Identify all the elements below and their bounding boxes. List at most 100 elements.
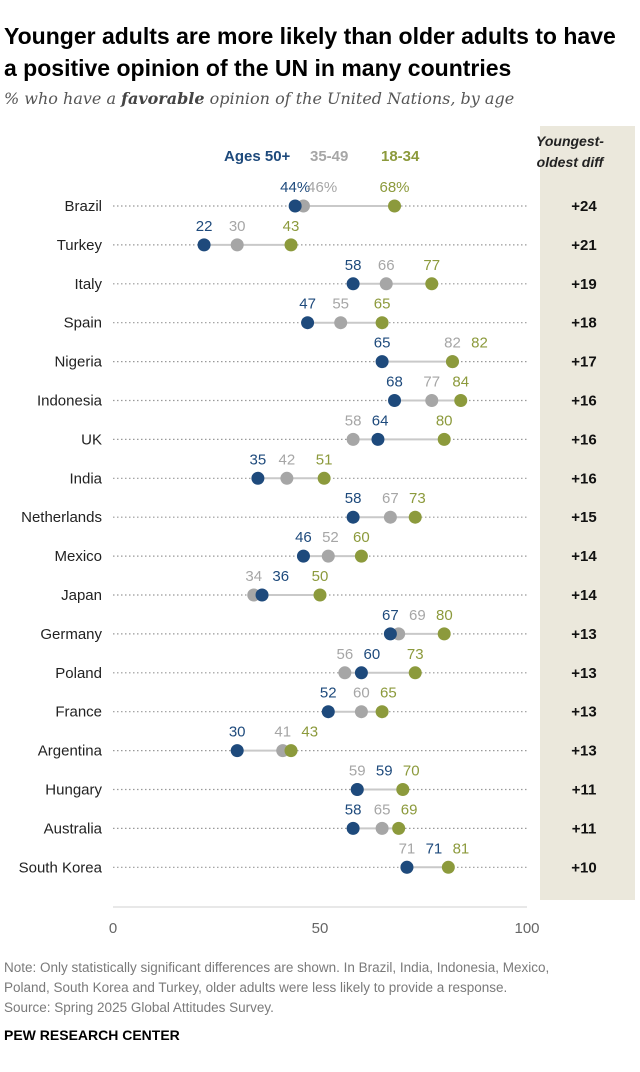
- dot-old: [251, 471, 265, 485]
- dot-old: [375, 355, 389, 369]
- country-label: South Korea: [19, 859, 103, 876]
- diff-value: +24: [571, 198, 597, 215]
- dot-old: [350, 783, 364, 796]
- diff-value: +16: [571, 470, 596, 487]
- country-label: Netherlands: [21, 509, 102, 526]
- value-label-mid: 34: [245, 568, 262, 585]
- country-label: Brazil: [64, 198, 102, 215]
- dot-mid: [354, 705, 368, 719]
- note-line: Note: Only statistically significant dif…: [4, 960, 550, 975]
- dot-old: [354, 666, 368, 680]
- chart-subtitle: % who have a favorable opinion of the Un…: [4, 89, 514, 108]
- value-label-young: 68%: [380, 179, 410, 196]
- value-label-old: 71: [426, 840, 443, 857]
- dot-old: [383, 627, 397, 641]
- legend: Ages 50+ 35-49 18-34: [224, 148, 420, 165]
- value-label-mid: 55: [332, 296, 349, 313]
- value-label-mid: 71: [399, 840, 416, 857]
- value-label-young: 65: [374, 296, 391, 313]
- country-label: Australia: [44, 820, 103, 837]
- value-label-mid: 30: [229, 218, 246, 235]
- dot-old: [400, 860, 414, 874]
- country-row: Germany 67 69 80 +13: [40, 607, 596, 643]
- dot-young: [317, 471, 331, 485]
- country-row: Nigeria 65 82 82 +17: [54, 335, 596, 371]
- value-label-mid: 77: [423, 374, 440, 391]
- value-label-young: 51: [316, 451, 333, 468]
- chart-title: Younger adults are more likely than olde…: [4, 23, 616, 81]
- dot-young: [408, 510, 422, 524]
- subtitle-emphasis: favorable: [121, 89, 205, 108]
- dot-mid: [379, 277, 393, 291]
- diff-header-line-2: oldest diff: [537, 154, 605, 170]
- diff-value: +17: [571, 354, 596, 371]
- dot-young: [375, 705, 389, 719]
- value-label-old: 44%: [280, 179, 310, 196]
- value-label-young: 43: [283, 218, 300, 235]
- country-label: Nigeria: [54, 354, 102, 371]
- dot-old: [197, 238, 211, 252]
- dot-young: [313, 588, 327, 602]
- value-label-young: 69: [401, 801, 418, 818]
- value-label-old: 58: [345, 490, 362, 507]
- country-row: Italy 58 66 77 +19: [74, 257, 596, 293]
- dot-old: [296, 549, 310, 563]
- value-label-mid: 58: [345, 412, 362, 429]
- value-label-young: 80: [436, 607, 453, 624]
- dot-plot-chart: Youngest- oldest diff Ages 50+ 35-49 18-34…: [19, 126, 635, 937]
- note-block: Note: Only statistically significant dif…: [4, 958, 634, 1018]
- country-label: India: [69, 470, 102, 487]
- dot-old: [346, 510, 360, 524]
- diff-value: +16: [571, 393, 596, 410]
- value-label-mid: 41: [274, 724, 291, 741]
- value-label-young: 70: [403, 763, 420, 780]
- chart-rows: Brazil 44%46% 68% +24 Turkey 22 30 43 +21 Italy 58…: [19, 179, 598, 876]
- country-row: Indonesia 68 77 84 +16: [37, 374, 597, 410]
- diff-value: +14: [571, 548, 597, 565]
- value-label-young: 43: [301, 724, 318, 741]
- dot-young: [408, 666, 422, 680]
- value-label-old: 59: [376, 763, 393, 780]
- dot-old: [321, 705, 335, 719]
- country-label: Spain: [64, 315, 102, 332]
- legend-label-old: Ages 50+: [224, 148, 291, 165]
- value-label-young: 50: [312, 568, 329, 585]
- dot-old: [255, 588, 269, 602]
- country-row: Hungary 59 59 70 +11: [45, 763, 596, 799]
- diff-column-background: [540, 126, 635, 900]
- dot-young: [392, 821, 406, 835]
- dot-old: [371, 432, 385, 446]
- diff-value: +14: [571, 587, 597, 604]
- value-label-old: 65: [374, 335, 391, 352]
- legend-label-mid: 35-49: [310, 148, 348, 165]
- credit-logo-text: PEW RESEARCH CENTER: [4, 1027, 180, 1043]
- dot-mid: [425, 394, 439, 407]
- country-label: Poland: [55, 665, 102, 682]
- dot-young: [445, 355, 459, 369]
- dot-mid: [230, 238, 244, 252]
- country-label: Hungary: [45, 782, 102, 799]
- value-label-old: 46: [295, 529, 312, 546]
- value-label-young: 73: [407, 646, 424, 663]
- dot-mid: [338, 666, 352, 680]
- country-row: Turkey 22 30 43 +21: [57, 218, 597, 254]
- country-row: Netherlands 58 67 73 +15: [21, 490, 597, 526]
- value-label-mid: 66: [378, 257, 395, 274]
- subtitle-after: opinion of the United Nations, by age: [204, 89, 515, 108]
- dot-mid: [346, 432, 360, 446]
- dot-old: [346, 821, 360, 835]
- value-label-young: 65: [380, 685, 397, 702]
- dot-young: [437, 432, 451, 446]
- dot-young: [425, 277, 439, 291]
- value-label-young: 80: [436, 412, 453, 429]
- country-label: Turkey: [57, 237, 103, 254]
- diff-value: +13: [571, 626, 596, 643]
- value-label-old: 35: [250, 451, 267, 468]
- dot-young: [354, 549, 368, 563]
- value-label-mid: 69: [409, 607, 426, 624]
- country-row: Australia 58 65 69 +11: [44, 801, 597, 837]
- value-label-mid: 56: [336, 646, 353, 663]
- diff-value: +13: [571, 743, 596, 760]
- dot-old: [230, 744, 244, 758]
- value-label-young: 77: [423, 257, 440, 274]
